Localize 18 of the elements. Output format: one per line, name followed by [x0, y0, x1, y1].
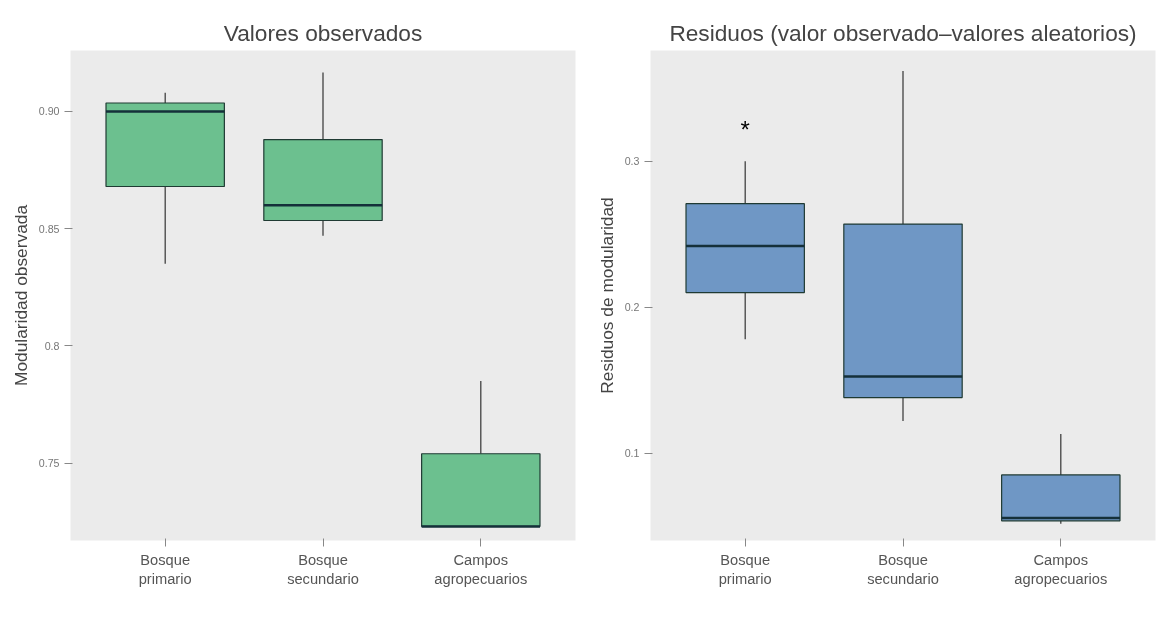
y-tick-label: 0.85: [38, 222, 60, 235]
y-tick-label: 0.90: [38, 105, 60, 118]
chart-title: Valores observados: [223, 19, 423, 46]
y-tick-label: 0.2: [624, 301, 640, 314]
y-axis-title: Residuos de modularidad: [596, 197, 617, 394]
x-tick-label: Campos agropecuarios: [1014, 551, 1108, 587]
x-tick-label: Bosque primario: [138, 551, 192, 587]
x-tick-label: Bosque secundario: [287, 551, 359, 587]
chart-title: Residuos (valor observado–valores aleatorios): [669, 19, 1137, 46]
y-tick-label: 0.8: [44, 339, 60, 352]
x-tick-label: Campos agropecuarios: [434, 551, 528, 587]
x-tick-label: Bosque primario: [718, 551, 772, 587]
x-tick-label: Bosque secundario: [867, 551, 939, 587]
y-tick-label: 0.75: [38, 457, 60, 470]
annotation: *: [740, 116, 750, 144]
y-tick-label: 0.1: [624, 447, 640, 459]
y-axis-title: Modularidad observada: [10, 204, 31, 387]
y-tick-label: 0.3: [624, 155, 640, 168]
